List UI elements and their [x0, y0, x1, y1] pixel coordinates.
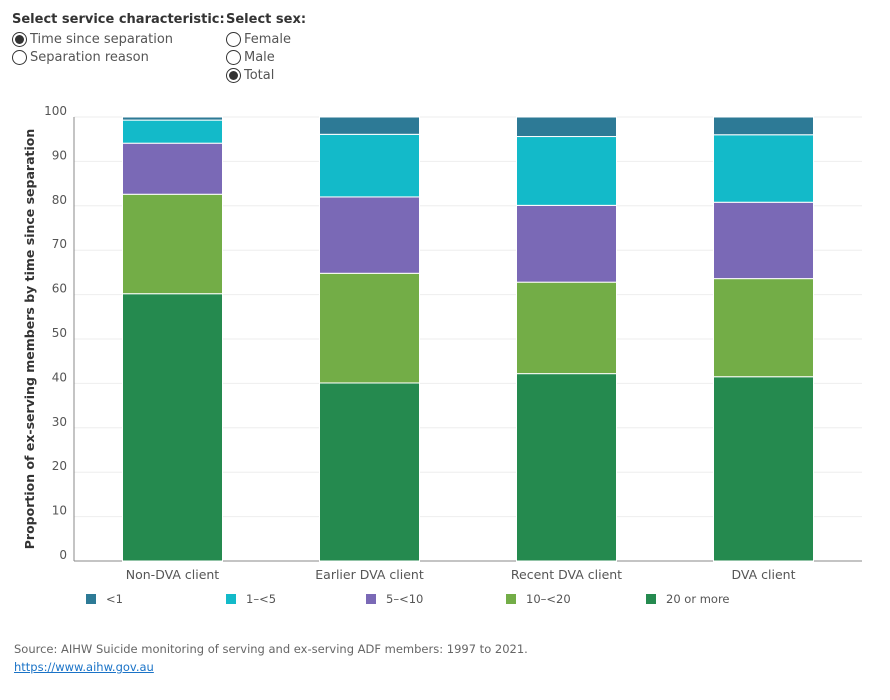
legend-label: 5–<10: [386, 592, 424, 606]
legend-swatch: [506, 594, 516, 604]
y-tick-label: 90: [52, 148, 67, 162]
radio-total[interactable]: Total: [226, 66, 306, 84]
legend-swatch: [226, 594, 236, 604]
bar-segment[interactable]: [516, 281, 617, 375]
service-characteristic-selector: Select service characteristic: Time sinc…: [12, 12, 225, 66]
bar-segment[interactable]: [122, 142, 223, 195]
legend-swatch: [366, 594, 376, 604]
source-note: Source: AIHW Suicide monitoring of servi…: [14, 642, 528, 656]
bar-segment[interactable]: [713, 201, 814, 280]
bar-segment[interactable]: [319, 196, 420, 274]
y-tick-label: 20: [52, 459, 67, 473]
legend-label: <1: [106, 592, 123, 606]
x-tick-label: Recent DVA client: [511, 567, 622, 582]
radio-button-icon[interactable]: [226, 49, 241, 65]
bar-segment[interactable]: [122, 193, 223, 295]
legend-item[interactable]: <1: [86, 592, 123, 606]
radio-female[interactable]: Female: [226, 30, 306, 48]
bar-segment[interactable]: [122, 293, 223, 562]
legend-swatch: [646, 594, 656, 604]
legend-item[interactable]: 5–<10: [366, 592, 423, 606]
y-tick-label: 0: [59, 548, 67, 562]
bar-segment[interactable]: [319, 116, 420, 135]
legend-item[interactable]: 1–<5: [226, 592, 276, 606]
legend-label: 1–<5: [246, 592, 277, 606]
bar-segment[interactable]: [122, 116, 223, 121]
y-tick-label: 60: [52, 282, 67, 296]
radio-button-icon[interactable]: [226, 31, 241, 47]
sex-selector: Select sex: Female Male Total: [226, 12, 306, 84]
stacked-bar-chart: 0 10 20 30 40 50 60 70 80 90 100 Proportion of ex-s…: [22, 104, 862, 582]
legend-label: 20 or more: [666, 592, 730, 606]
radio-button-icon[interactable]: [12, 49, 27, 65]
bar-segment[interactable]: [122, 119, 223, 144]
y-tick-label: 30: [52, 415, 67, 429]
x-tick-label: DVA client: [731, 567, 795, 582]
bar-segment[interactable]: [516, 136, 617, 206]
bar-segment[interactable]: [713, 278, 814, 378]
y-tick-label: 40: [52, 370, 67, 384]
y-tick-label: 10: [52, 504, 67, 518]
service-characteristic-title: Select service characteristic:: [12, 12, 225, 27]
radio-button-icon[interactable]: [12, 31, 27, 47]
bar-segment[interactable]: [713, 376, 814, 562]
source-link[interactable]: https://www.aihw.gov.au: [14, 660, 154, 674]
radio-button-icon[interactable]: [226, 67, 241, 83]
bar-segment[interactable]: [713, 116, 814, 136]
bar-segment[interactable]: [319, 272, 420, 384]
bar-segment[interactable]: [516, 204, 617, 283]
x-tick-label: Non-DVA client: [126, 567, 220, 582]
y-axis-title: Proportion of ex-serving members by time…: [22, 129, 37, 550]
radio-label: Time since separation: [30, 31, 174, 47]
y-tick-label: 50: [52, 326, 67, 340]
bar-segment[interactable]: [319, 382, 420, 562]
radio-time-since-separation[interactable]: Time since separation: [12, 30, 225, 48]
x-tick-label: Earlier DVA client: [315, 567, 424, 582]
y-tick-label: 80: [52, 193, 67, 207]
legend-item[interactable]: 20 or more: [646, 592, 730, 606]
radio-label: Separation reason: [30, 49, 149, 65]
radio-label: Total: [244, 67, 275, 83]
bar-segment[interactable]: [713, 134, 814, 203]
legend-swatch: [86, 594, 96, 604]
sex-selector-title: Select sex:: [226, 12, 307, 27]
bar-segment[interactable]: [319, 133, 420, 198]
y-tick-label: 100: [44, 104, 67, 118]
radio-label: Female: [244, 31, 292, 47]
chart-legend: <1 1–<5 5–<10 10–<20 20 or more: [86, 592, 786, 612]
radio-male[interactable]: Male: [226, 48, 306, 66]
bar-segment[interactable]: [516, 116, 617, 138]
legend-item[interactable]: 10–<20: [506, 592, 571, 606]
radio-label: Male: [244, 49, 275, 65]
radio-separation-reason[interactable]: Separation reason: [12, 48, 225, 66]
bar-segment[interactable]: [516, 373, 617, 562]
y-tick-label: 70: [52, 237, 67, 251]
legend-label: 10–<20: [526, 592, 571, 606]
